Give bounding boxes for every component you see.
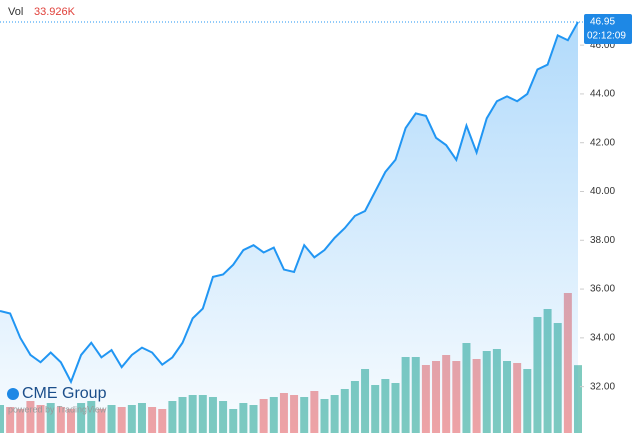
- y-tick-label: 32.00: [590, 381, 615, 392]
- price-line: [0, 21, 579, 385]
- last-price-box: [584, 13, 632, 44]
- y-tick-label: 40.00: [590, 186, 615, 197]
- y-tick-label: 46.00: [590, 40, 615, 51]
- y-tick-label: 44.00: [590, 89, 615, 100]
- y-tick-label: 42.00: [590, 137, 615, 148]
- countdown: 02:12:09: [587, 31, 626, 42]
- volume-label: Vol: [8, 6, 23, 18]
- powered-by: powered by TradingView: [8, 404, 107, 414]
- brand: CME Group: [22, 385, 107, 402]
- last-price: 46.95: [590, 17, 615, 28]
- brand-icon: [7, 388, 19, 400]
- y-tick-label: 36.00: [590, 284, 615, 295]
- volume-value: 33.926K: [34, 6, 76, 18]
- price-area: [0, 21, 578, 433]
- y-tick-label: 38.00: [590, 235, 615, 246]
- y-tick-label: 34.00: [590, 333, 615, 344]
